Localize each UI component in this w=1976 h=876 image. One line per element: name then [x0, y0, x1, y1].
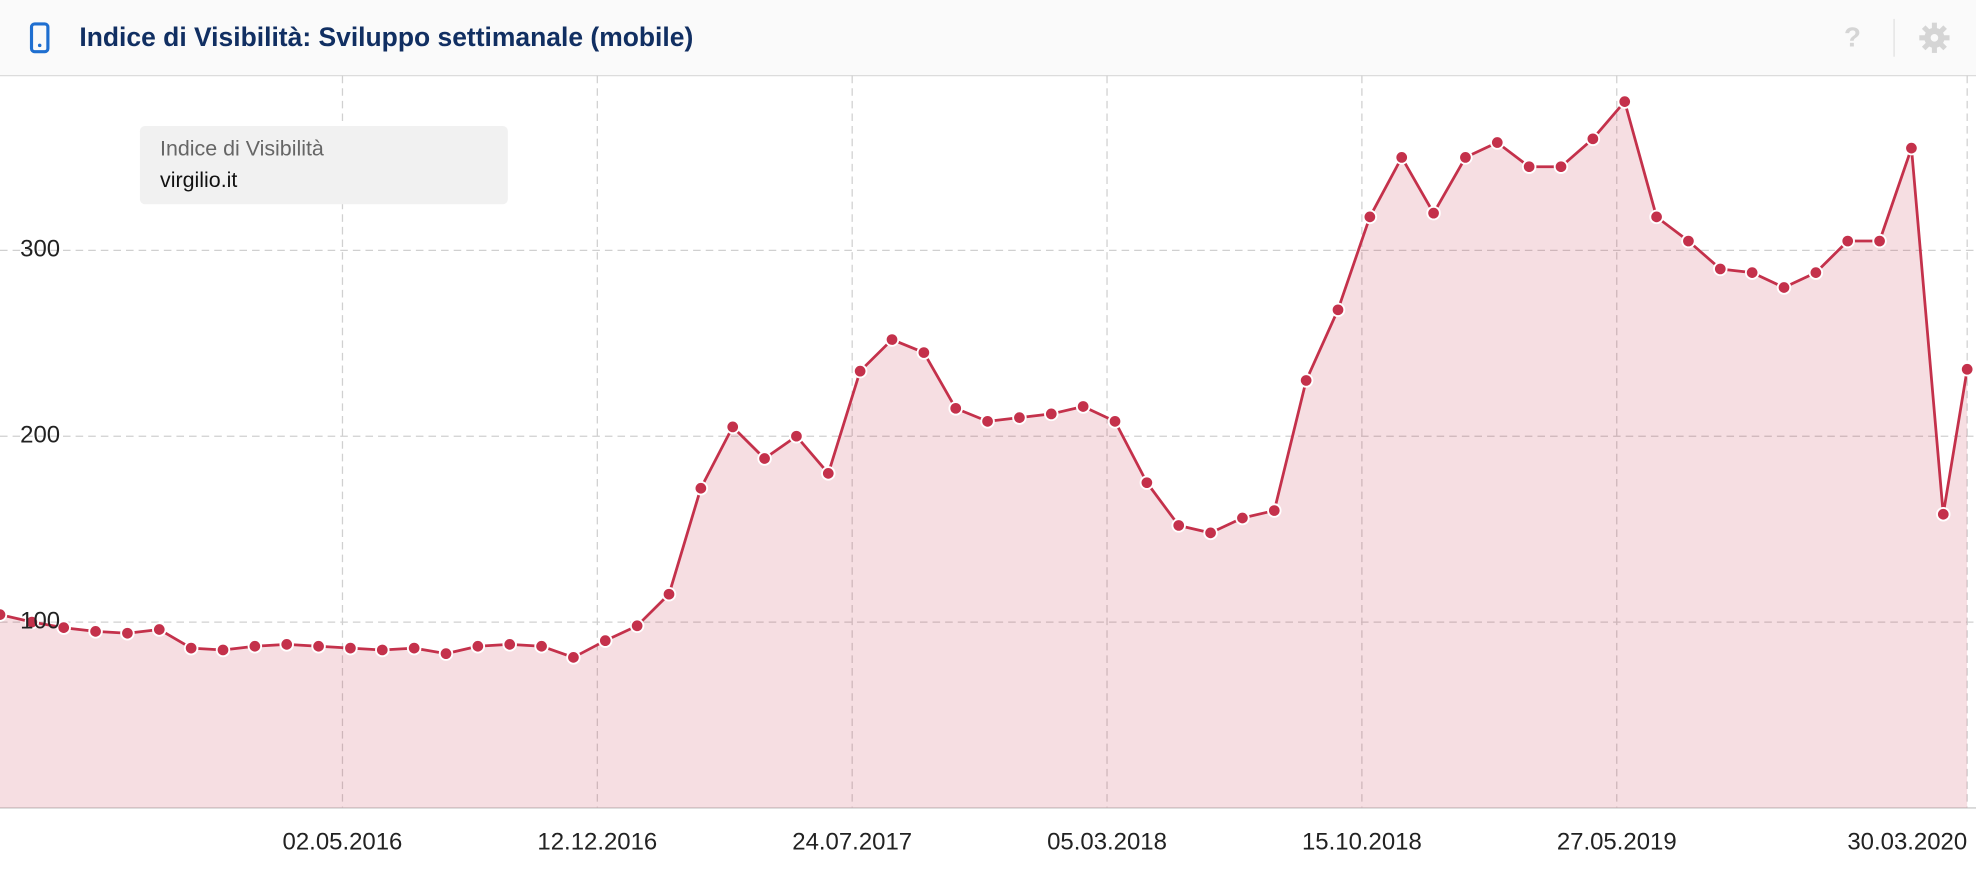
point — [566, 650, 581, 665]
point — [502, 637, 517, 652]
point — [1394, 150, 1409, 165]
y-tick-label: 200 — [20, 422, 60, 449]
point — [24, 614, 40, 630]
point — [1617, 94, 1632, 109]
point — [1649, 209, 1664, 225]
point — [1203, 525, 1218, 541]
point — [0, 607, 8, 622]
point — [375, 642, 390, 658]
legend-title: Indice di Visibilità — [160, 137, 324, 161]
point — [1330, 302, 1346, 318]
point — [693, 481, 709, 496]
header-title: Indice di Visibilità: Sviluppo settimana… — [79, 22, 693, 52]
point — [1012, 410, 1027, 425]
mobile-icon — [29, 22, 50, 54]
legend-entry: virgilio.it — [160, 168, 237, 192]
legend: Indice di Visibilità virgilio.it — [139, 126, 508, 205]
point — [725, 419, 740, 435]
point — [1458, 150, 1473, 165]
point — [852, 363, 868, 379]
point — [821, 466, 836, 481]
area — [0, 101, 1968, 808]
point — [661, 586, 677, 602]
x-tick-label: 24.07.2017 — [792, 829, 912, 856]
point — [120, 625, 135, 641]
point — [1426, 205, 1441, 221]
point — [279, 637, 294, 652]
point — [1235, 510, 1250, 526]
point — [948, 401, 963, 416]
point — [1044, 406, 1059, 422]
point — [980, 414, 995, 429]
point — [152, 622, 167, 637]
point — [1904, 140, 1919, 156]
point — [215, 642, 231, 658]
point — [1959, 362, 1975, 377]
point — [1139, 475, 1155, 490]
point — [1681, 233, 1696, 249]
point — [1490, 135, 1505, 150]
point — [1744, 265, 1760, 280]
point — [343, 640, 358, 656]
point — [1521, 159, 1537, 174]
x-tick-label: 12.12.2016 — [537, 829, 657, 856]
point — [757, 451, 772, 466]
x-tick-label: 27.05.2019 — [1557, 829, 1677, 856]
point — [406, 640, 422, 656]
point — [534, 638, 549, 654]
point — [1362, 209, 1378, 225]
x-tick-label: 05.03.2018 — [1047, 829, 1167, 856]
point — [438, 646, 454, 661]
point — [598, 633, 613, 648]
point — [1107, 414, 1123, 429]
x-tick-label: 02.05.2016 — [283, 829, 403, 856]
header-bar — [0, 0, 1976, 76]
point — [1713, 261, 1728, 277]
point — [1075, 399, 1091, 414]
point — [311, 638, 326, 654]
point — [1267, 503, 1282, 518]
point — [1553, 159, 1569, 174]
point — [1585, 131, 1601, 147]
point — [884, 332, 900, 347]
svg-text:?: ? — [1844, 21, 1861, 52]
point — [1171, 518, 1186, 533]
point — [1840, 233, 1855, 249]
y-tick-label: 100 — [20, 607, 60, 634]
settings-button[interactable] — [1919, 22, 1950, 53]
point — [629, 618, 645, 634]
point — [1298, 373, 1314, 388]
point — [789, 428, 804, 444]
point — [88, 624, 103, 639]
y-tick-label: 300 — [20, 236, 60, 263]
point — [1936, 507, 1951, 522]
x-tick-label: 15.10.2018 — [1302, 829, 1422, 856]
point — [916, 345, 932, 360]
grid — [0, 75, 1976, 808]
point — [470, 638, 486, 654]
point — [1872, 233, 1887, 249]
help-button[interactable]: ? — [1844, 21, 1861, 52]
point — [56, 620, 71, 635]
point — [1808, 265, 1824, 280]
point — [183, 640, 199, 656]
plot — [0, 75, 1976, 809]
point — [1776, 280, 1792, 295]
point — [247, 638, 263, 654]
x-tick-label: 30.03.2020 — [1847, 829, 1967, 856]
